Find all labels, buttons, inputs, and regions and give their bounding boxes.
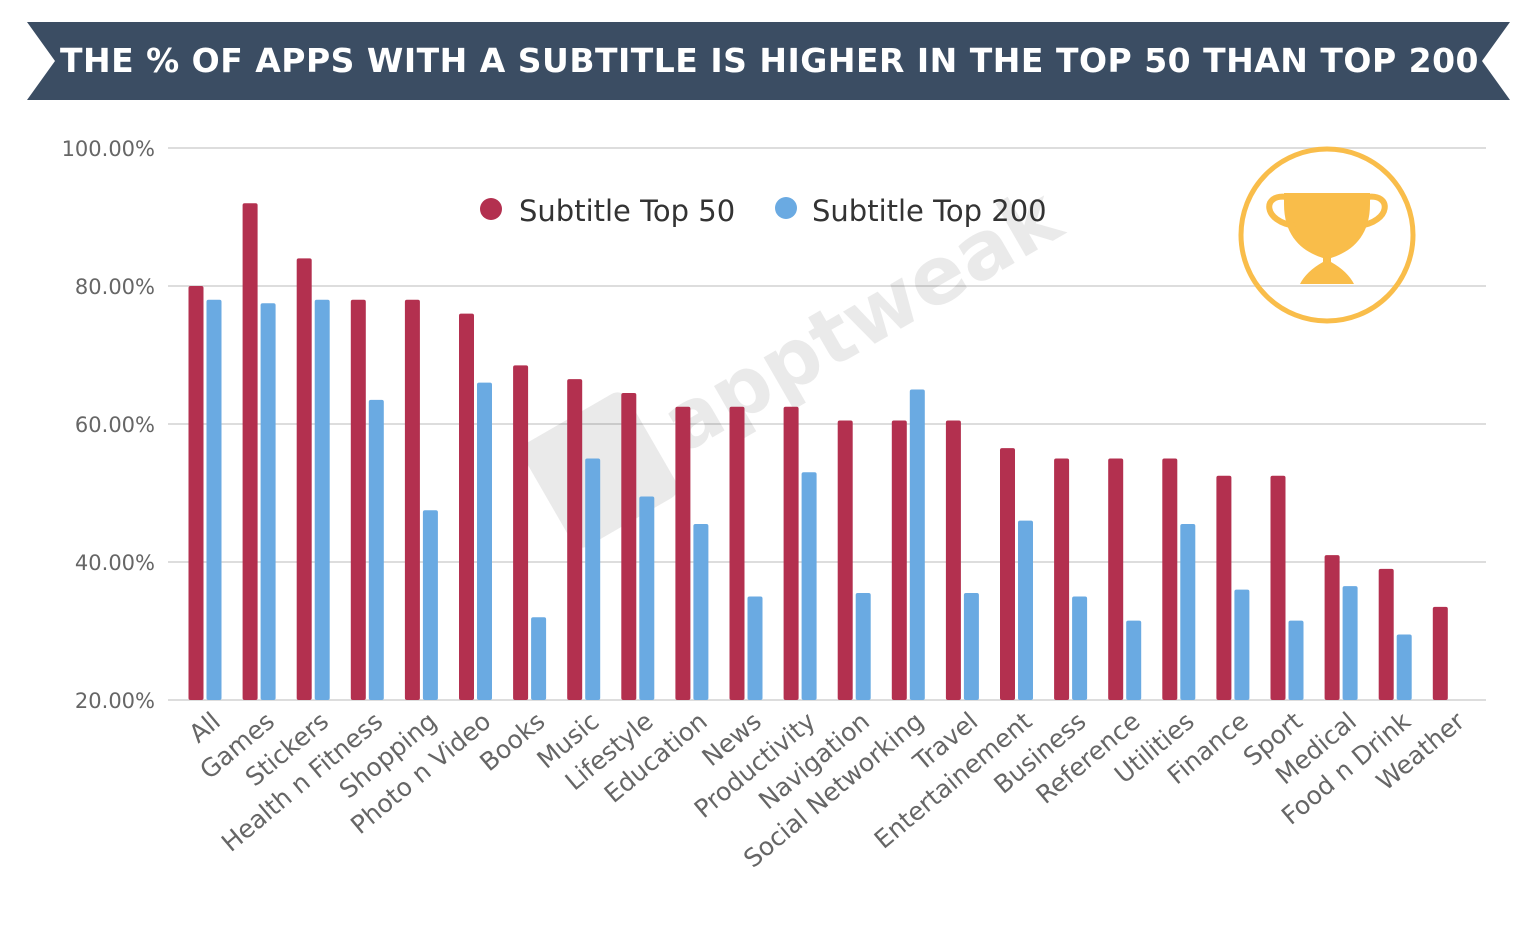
- y-axis-ticks: 20.00% 40.00% 60.00% 80.00% 100.00%: [62, 137, 155, 713]
- bar-top50-food-n-drink: [1378, 568, 1394, 700]
- bar-top200-social-networking: [909, 389, 925, 700]
- bar-top200-navigation: [855, 593, 871, 700]
- legend: Subtitle Top 50 Subtitle Top 200: [480, 194, 1047, 228]
- y-tick-label-80: 80.00%: [75, 275, 155, 299]
- title-banner: THE % OF APPS WITH A SUBTITLE IS HIGHER …: [0, 0, 1539, 120]
- bar-top50-books: [513, 365, 529, 700]
- bar-top50-medical: [1324, 555, 1340, 700]
- bar-top50-productivity: [783, 406, 799, 700]
- bar-top200-food-n-drink: [1396, 634, 1412, 700]
- bar-top200-utilities: [1180, 524, 1196, 700]
- legend-label-series-2: Subtitle Top 200: [812, 194, 1047, 228]
- bar-top50-weather: [1432, 606, 1448, 700]
- bar-top200-books: [531, 617, 547, 700]
- bar-top200-finance: [1234, 589, 1250, 700]
- bar-top50-reference: [1108, 458, 1124, 700]
- bar-top50-travel: [945, 420, 961, 700]
- bar-top200-games: [260, 303, 276, 700]
- bar-top50-photo-n-video: [459, 313, 474, 700]
- bar-top200-education: [693, 524, 709, 700]
- badge-ring: [1238, 146, 1416, 324]
- grid-lines: [168, 147, 1486, 701]
- bar-top50-stickers: [296, 258, 312, 700]
- y-tick-label-40: 40.00%: [75, 551, 155, 575]
- bar-top50-entertainement: [1000, 448, 1015, 700]
- bar-top200-sport: [1288, 620, 1304, 700]
- bar-top200-medical: [1342, 586, 1358, 700]
- bar-top50-all: [188, 286, 204, 700]
- bar-top50-news: [729, 406, 745, 700]
- bar-top200-health-n-fitness: [368, 399, 384, 700]
- bar-top200-all: [206, 299, 222, 700]
- bar-top50-education: [675, 406, 691, 700]
- legend-marker-series-1: [480, 198, 502, 220]
- bar-top50-finance: [1216, 475, 1232, 700]
- trophy-badge: [1238, 146, 1416, 324]
- bar-top200-stickers: [314, 299, 330, 700]
- bar-top200-photo-n-video: [477, 382, 492, 700]
- bar-top200-business: [1072, 596, 1088, 700]
- y-tick-label-20: 20.00%: [75, 689, 155, 713]
- bar-top200-lifestyle: [639, 496, 655, 700]
- bar-top50-health-n-fitness: [350, 299, 366, 700]
- legend-label-series-1: Subtitle Top 50: [519, 194, 735, 228]
- bar-top50-music: [567, 379, 583, 700]
- bar-top200-news: [747, 596, 763, 700]
- bars: [188, 203, 1448, 700]
- y-tick-label-100: 100.00%: [62, 137, 155, 161]
- chart-title: THE % OF APPS WITH A SUBTITLE IS HIGHER …: [59, 41, 1480, 80]
- bar-top200-travel: [963, 593, 979, 700]
- bar-top200-productivity: [801, 472, 817, 700]
- legend-marker-series-2: [775, 197, 797, 219]
- banner-ribbon: [27, 22, 1510, 100]
- bar-top50-shopping: [404, 299, 420, 700]
- bar-top50-navigation: [837, 420, 853, 700]
- bar-top50-utilities: [1162, 458, 1178, 700]
- bar-top50-social-networking: [891, 420, 907, 700]
- bar-top50-games: [242, 203, 258, 700]
- bar-top200-music: [585, 458, 601, 700]
- bar-top200-reference: [1126, 620, 1142, 700]
- bar-top50-business: [1054, 458, 1070, 700]
- trophy-icon: [1266, 193, 1388, 284]
- bar-top50-lifestyle: [621, 392, 637, 700]
- bar-top50-sport: [1270, 475, 1286, 700]
- bar-top200-entertainement: [1018, 520, 1033, 700]
- bar-top200-shopping: [422, 510, 438, 700]
- y-tick-label-60: 60.00%: [75, 413, 155, 437]
